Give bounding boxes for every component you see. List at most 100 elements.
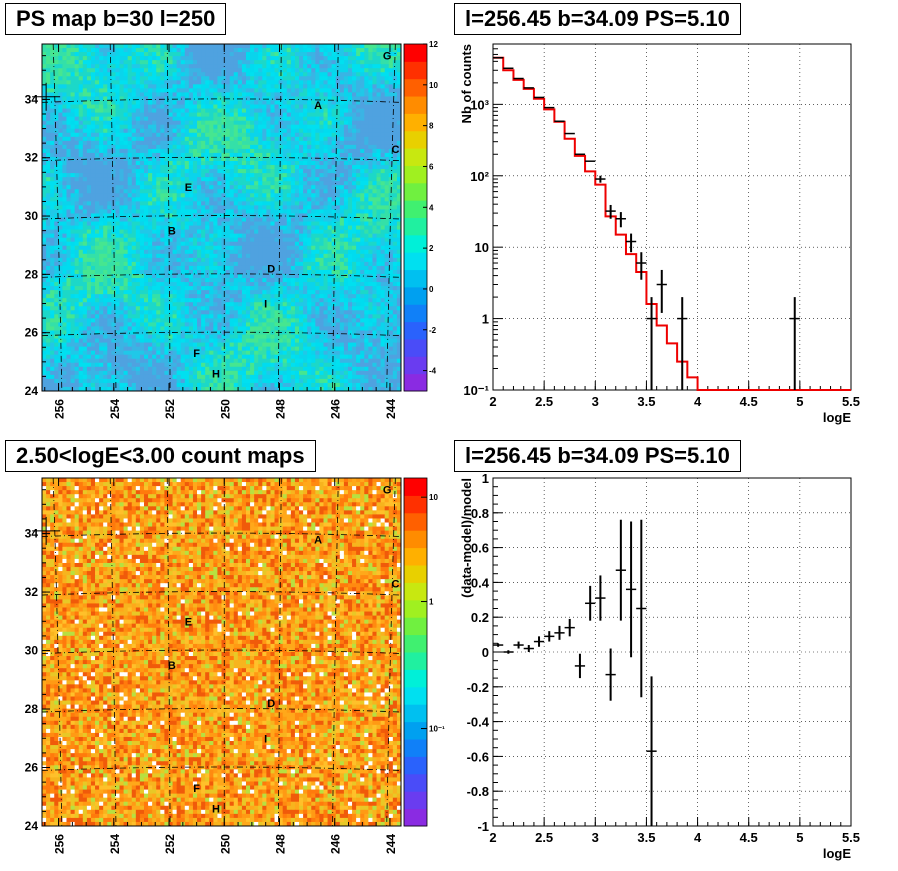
y-tick-label: 1 bbox=[482, 471, 489, 486]
source-label-h: H bbox=[212, 369, 220, 381]
x-tick-label: 5.5 bbox=[842, 830, 860, 845]
x-tick-label: 3.5 bbox=[637, 830, 655, 845]
y-tick-label: -0.4 bbox=[467, 715, 490, 730]
x-tick-label: 4 bbox=[694, 394, 702, 409]
count-map-heatmap: 256254252250248246244242628303234GACEBJD… bbox=[25, 477, 445, 854]
y-tick-label: 32 bbox=[25, 151, 39, 165]
grid-meridian bbox=[52, 477, 63, 827]
colorbar-tick-label: 6 bbox=[429, 162, 434, 171]
spectrum-plot: 2 2.5 3 3.5 4 4.5 5 5.5 10⁻¹ 1 10 10² 10³ logE Nb of c… bbox=[459, 43, 860, 425]
source-label-c: C bbox=[392, 144, 400, 156]
x-tick-label: 5 bbox=[796, 394, 803, 409]
colorbar-tick-label: 8 bbox=[429, 122, 434, 131]
residual-plot: 2 2.5 3 3.5 4 4.5 5 5.5 -1 -0.8 -0.6 -0.4 -0.2 0 0.2 0.… bbox=[459, 471, 860, 861]
y-tick-label: 30 bbox=[25, 209, 39, 223]
y-tick-label: 0.2 bbox=[471, 610, 489, 625]
count-map-title: 2.50<logE<3.00 count maps bbox=[5, 440, 316, 472]
source-label-a: A bbox=[314, 534, 322, 546]
colorbar-frame bbox=[403, 43, 428, 392]
ps-map-heatmap: 256254252250248246244242628303234GACEBJD… bbox=[25, 40, 439, 419]
x-tick-label: 2.5 bbox=[535, 394, 553, 409]
x-tick-label: 3 bbox=[592, 394, 599, 409]
grid-meridian bbox=[332, 477, 339, 827]
source-label-b: B bbox=[168, 660, 176, 672]
colorbar-tick-label: 0 bbox=[429, 285, 434, 294]
colorbar-tick-label: 2 bbox=[429, 244, 434, 253]
x-tick-label: 246 bbox=[329, 399, 343, 419]
grid-meridian bbox=[332, 43, 339, 392]
y-tick-label: 1 bbox=[482, 312, 489, 327]
y-tick-label: 34 bbox=[25, 527, 39, 541]
x-tick-label: 250 bbox=[218, 399, 232, 419]
y-tick-label: 0.4 bbox=[471, 575, 490, 590]
spectrum-grid bbox=[492, 44, 852, 391]
source-label-e: E bbox=[185, 616, 192, 628]
y-tick-label: 0 bbox=[482, 645, 489, 660]
ps-map-panel: 256254252250248246244242628303234GACEBJD… bbox=[0, 0, 449, 435]
y-tick-label: 10 bbox=[475, 240, 489, 255]
x-tick-label: 3.5 bbox=[637, 394, 655, 409]
x-tick-label: 2 bbox=[489, 394, 496, 409]
y-tick-label: 10³ bbox=[470, 97, 489, 112]
x-tick-label: 3 bbox=[592, 830, 599, 845]
y-tick-label: 34 bbox=[25, 92, 39, 106]
colorbar-tick-label: 12 bbox=[429, 40, 438, 49]
y-axis-label: Nb of counts bbox=[459, 44, 474, 123]
source-label-i: I bbox=[264, 733, 267, 745]
residual-ticks bbox=[492, 477, 852, 827]
source-label-g: G bbox=[383, 485, 392, 497]
colorbar bbox=[404, 44, 427, 392]
x-tick-label: 4 bbox=[694, 830, 702, 845]
colorbar-tick-label: 10⁻¹ bbox=[429, 725, 445, 734]
grid-meridian bbox=[52, 43, 63, 392]
y-axis-label: (data-model)/model bbox=[459, 478, 474, 598]
source-label-i: I bbox=[264, 299, 267, 311]
grid-meridian bbox=[166, 477, 171, 827]
y-tick-label: 10² bbox=[470, 169, 489, 184]
y-tick-label: 24 bbox=[25, 384, 39, 398]
x-tick-label: 5.5 bbox=[842, 394, 860, 409]
colorbar-tick-label: -4 bbox=[429, 367, 437, 376]
grid-meridian bbox=[109, 477, 117, 827]
x-tick-label: 250 bbox=[218, 834, 232, 854]
grid-meridian bbox=[278, 477, 282, 827]
x-tick-label: 2.5 bbox=[535, 830, 553, 845]
spectrum-frame bbox=[492, 43, 852, 391]
x-tick-label: 248 bbox=[273, 834, 287, 854]
source-label-d: D bbox=[267, 264, 275, 276]
y-tick-label: 32 bbox=[25, 585, 39, 599]
x-tick-label: 256 bbox=[53, 399, 67, 419]
source-label-e: E bbox=[185, 182, 192, 194]
y-tick-label: -0.6 bbox=[467, 749, 489, 764]
y-tick-label: 26 bbox=[25, 761, 39, 775]
x-tick-label: 254 bbox=[108, 399, 122, 419]
source-label-f: F bbox=[193, 783, 200, 795]
map-ticks bbox=[42, 478, 391, 827]
y-tick-label: 10⁻¹ bbox=[463, 383, 489, 398]
x-tick-label: 2 bbox=[489, 830, 496, 845]
spectrum-title: l=256.45 b=34.09 PS=5.10 bbox=[454, 3, 741, 35]
source-label-b: B bbox=[168, 226, 176, 238]
map-frame bbox=[41, 477, 402, 827]
map-ticks bbox=[42, 44, 391, 392]
x-tick-label: 244 bbox=[384, 834, 398, 854]
grid-meridian bbox=[386, 43, 396, 392]
y-tick-label: -1 bbox=[477, 819, 489, 834]
x-tick-label: 246 bbox=[329, 834, 343, 854]
spectrum-panel: 2 2.5 3 3.5 4 4.5 5 5.5 10⁻¹ 1 10 10² 10³ logE Nb of c… bbox=[449, 0, 898, 435]
y-tick-label: 0.6 bbox=[471, 541, 489, 556]
residual-title: l=256.45 b=34.09 PS=5.10 bbox=[454, 440, 741, 472]
grid-meridian bbox=[166, 43, 171, 392]
colorbar-tick-label: 10 bbox=[429, 493, 438, 502]
y-tick-label: 28 bbox=[25, 702, 39, 716]
x-axis-label: logE bbox=[823, 846, 851, 861]
x-axis-label: logE bbox=[823, 410, 851, 425]
colorbar bbox=[404, 478, 427, 827]
residual-panel: 2 2.5 3 3.5 4 4.5 5 5.5 -1 -0.8 -0.6 -0.4 -0.2 0 0.2 0.… bbox=[449, 435, 898, 871]
grid-meridian bbox=[278, 43, 282, 392]
y-tick-label: 28 bbox=[25, 267, 39, 281]
y-tick-label: -0.2 bbox=[467, 680, 489, 695]
count-map-panel: 256254252250248246244242628303234GACEBJD… bbox=[0, 435, 449, 871]
model-histogram-line bbox=[493, 56, 851, 391]
x-tick-label: 4.5 bbox=[740, 394, 758, 409]
